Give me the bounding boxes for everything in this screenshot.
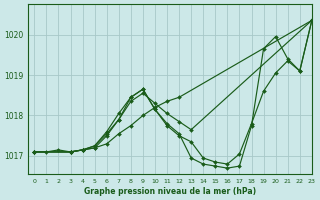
- X-axis label: Graphe pression niveau de la mer (hPa): Graphe pression niveau de la mer (hPa): [84, 187, 256, 196]
